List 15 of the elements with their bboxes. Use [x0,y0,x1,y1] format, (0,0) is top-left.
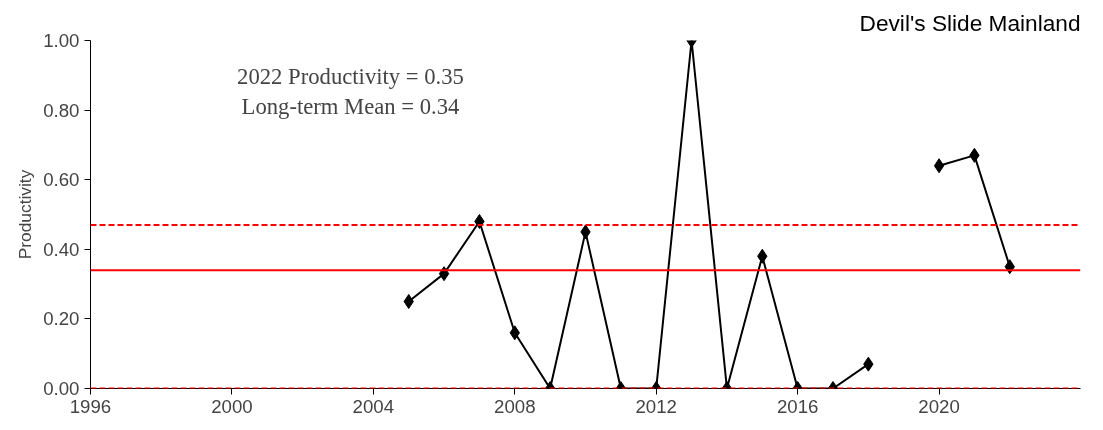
annotation: Long-term Mean = 0.34 [241,93,460,119]
chart-title: Devil's Slide Mainland [859,9,1081,36]
x-tick-label: 2000 [211,395,253,417]
annotation: 2022 Productivity = 0.35 [237,63,464,89]
y-tick-label: 0.20 [43,308,80,330]
y-tick-label: 0.80 [43,99,80,121]
x-tick-label: 2020 [918,395,960,417]
x-tick-label: 2004 [352,395,395,417]
y-tick-label: 0.40 [43,238,80,260]
x-tick-label: 2008 [494,395,536,417]
y-tick-label: 0.60 [43,169,80,191]
x-tick-label: 2012 [635,395,677,417]
x-tick-label: 2016 [776,395,819,417]
y-axis-title: Productivity [15,169,36,260]
y-tick-label: 1.00 [43,30,80,51]
